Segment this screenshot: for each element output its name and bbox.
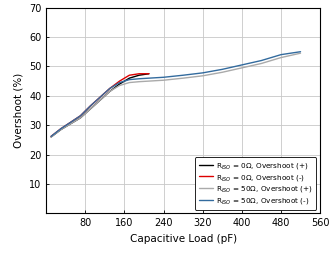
R$_{ISO}$ = 50Ω, Overshoot (+)	[162, 79, 166, 82]
R$_{ISO}$ = 50Ω, Overshoot (-)	[88, 105, 92, 108]
R$_{ISO}$ = 0Ω, Overshoot (-)	[98, 96, 102, 99]
Line: R$_{ISO}$ = 0Ω, Overshoot (+): R$_{ISO}$ = 0Ω, Overshoot (+)	[51, 74, 149, 137]
R$_{ISO}$ = 50Ω, Overshoot (+)	[98, 99, 102, 102]
R$_{ISO}$ = 50Ω, Overshoot (-)	[240, 64, 244, 67]
R$_{ISO}$ = 0Ω, Overshoot (+)	[69, 122, 73, 125]
R$_{ISO}$ = 50Ω, Overshoot (+)	[181, 77, 185, 80]
R$_{ISO}$ = 0Ω, Overshoot (+)	[98, 99, 102, 102]
Y-axis label: Overshoot (%): Overshoot (%)	[14, 73, 23, 148]
Line: R$_{ISO}$ = 50Ω, Overshoot (+): R$_{ISO}$ = 50Ω, Overshoot (+)	[51, 53, 301, 137]
R$_{ISO}$ = 0Ω, Overshoot (-)	[137, 72, 141, 75]
R$_{ISO}$ = 50Ω, Overshoot (-)	[181, 74, 185, 77]
R$_{ISO}$ = 50Ω, Overshoot (+)	[49, 135, 53, 138]
R$_{ISO}$ = 0Ω, Overshoot (+)	[147, 72, 151, 75]
X-axis label: Capacitive Load (pF): Capacitive Load (pF)	[130, 234, 237, 244]
R$_{ISO}$ = 0Ω, Overshoot (+)	[117, 83, 121, 86]
R$_{ISO}$ = 0Ω, Overshoot (-)	[117, 80, 121, 83]
R$_{ISO}$ = 0Ω, Overshoot (+)	[108, 90, 112, 93]
R$_{ISO}$ = 0Ω, Overshoot (+)	[59, 128, 63, 131]
R$_{ISO}$ = 50Ω, Overshoot (-)	[137, 77, 141, 80]
R$_{ISO}$ = 0Ω, Overshoot (-)	[79, 114, 82, 117]
R$_{ISO}$ = 0Ω, Overshoot (-)	[49, 135, 53, 138]
R$_{ISO}$ = 50Ω, Overshoot (-)	[201, 71, 205, 74]
R$_{ISO}$ = 0Ω, Overshoot (-)	[108, 87, 112, 90]
R$_{ISO}$ = 50Ω, Overshoot (-)	[69, 121, 73, 124]
R$_{ISO}$ = 50Ω, Overshoot (+)	[220, 71, 224, 74]
R$_{ISO}$ = 50Ω, Overshoot (+)	[79, 116, 82, 119]
R$_{ISO}$ = 50Ω, Overshoot (-)	[117, 81, 121, 84]
R$_{ISO}$ = 0Ω, Overshoot (+)	[137, 74, 141, 77]
R$_{ISO}$ = 50Ω, Overshoot (-)	[162, 76, 166, 79]
R$_{ISO}$ = 50Ω, Overshoot (-)	[59, 127, 63, 130]
R$_{ISO}$ = 50Ω, Overshoot (+)	[240, 66, 244, 69]
Line: R$_{ISO}$ = 0Ω, Overshoot (-): R$_{ISO}$ = 0Ω, Overshoot (-)	[51, 74, 149, 136]
R$_{ISO}$ = 0Ω, Overshoot (+)	[88, 107, 92, 110]
R$_{ISO}$ = 50Ω, Overshoot (-)	[127, 78, 131, 81]
R$_{ISO}$ = 50Ω, Overshoot (+)	[299, 52, 303, 55]
R$_{ISO}$ = 50Ω, Overshoot (+)	[201, 74, 205, 77]
R$_{ISO}$ = 50Ω, Overshoot (-)	[299, 50, 303, 53]
R$_{ISO}$ = 50Ω, Overshoot (-)	[79, 114, 82, 117]
R$_{ISO}$ = 50Ω, Overshoot (-)	[259, 59, 263, 62]
R$_{ISO}$ = 50Ω, Overshoot (+)	[117, 84, 121, 87]
R$_{ISO}$ = 50Ω, Overshoot (-)	[220, 68, 224, 71]
R$_{ISO}$ = 50Ω, Overshoot (-)	[147, 77, 151, 80]
R$_{ISO}$ = 0Ω, Overshoot (+)	[127, 77, 131, 80]
Line: R$_{ISO}$ = 50Ω, Overshoot (-): R$_{ISO}$ = 50Ω, Overshoot (-)	[51, 52, 301, 136]
R$_{ISO}$ = 50Ω, Overshoot (+)	[127, 81, 131, 84]
R$_{ISO}$ = 50Ω, Overshoot (+)	[147, 80, 151, 83]
R$_{ISO}$ = 0Ω, Overshoot (-)	[69, 121, 73, 124]
R$_{ISO}$ = 50Ω, Overshoot (+)	[88, 107, 92, 110]
R$_{ISO}$ = 0Ω, Overshoot (+)	[49, 135, 53, 138]
R$_{ISO}$ = 50Ω, Overshoot (-)	[98, 96, 102, 99]
R$_{ISO}$ = 0Ω, Overshoot (-)	[59, 127, 63, 130]
R$_{ISO}$ = 0Ω, Overshoot (-)	[88, 105, 92, 108]
R$_{ISO}$ = 50Ω, Overshoot (-)	[108, 87, 112, 90]
R$_{ISO}$ = 50Ω, Overshoot (-)	[279, 53, 283, 56]
R$_{ISO}$ = 50Ω, Overshoot (+)	[259, 62, 263, 65]
R$_{ISO}$ = 50Ω, Overshoot (+)	[59, 128, 63, 131]
Legend: R$_{ISO}$ = 0Ω, Overshoot (+), R$_{ISO}$ = 0Ω, Overshoot (-), R$_{ISO}$ = 50Ω, O: R$_{ISO}$ = 0Ω, Overshoot (+), R$_{ISO}$…	[195, 157, 316, 210]
R$_{ISO}$ = 50Ω, Overshoot (+)	[69, 122, 73, 125]
R$_{ISO}$ = 0Ω, Overshoot (-)	[127, 74, 131, 77]
R$_{ISO}$ = 50Ω, Overshoot (+)	[279, 56, 283, 59]
R$_{ISO}$ = 0Ω, Overshoot (+)	[79, 116, 82, 119]
R$_{ISO}$ = 0Ω, Overshoot (-)	[147, 72, 151, 75]
R$_{ISO}$ = 50Ω, Overshoot (-)	[49, 135, 53, 138]
R$_{ISO}$ = 50Ω, Overshoot (+)	[137, 80, 141, 83]
R$_{ISO}$ = 50Ω, Overshoot (+)	[108, 90, 112, 93]
